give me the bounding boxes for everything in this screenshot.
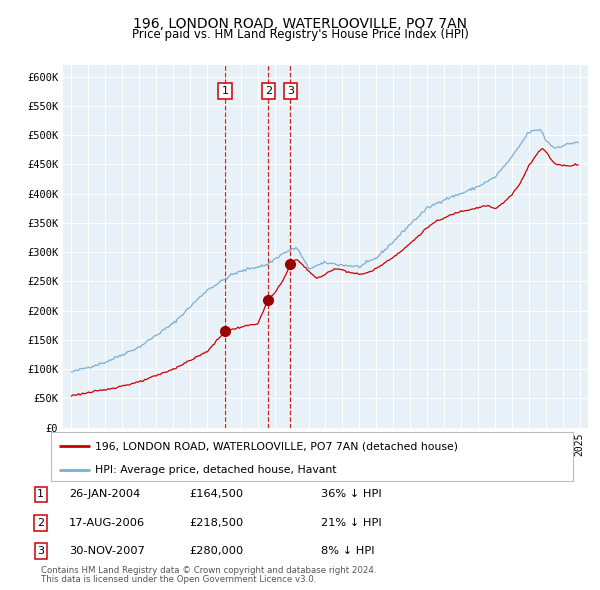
Text: £280,000: £280,000 — [189, 546, 243, 556]
Text: This data is licensed under the Open Government Licence v3.0.: This data is licensed under the Open Gov… — [41, 575, 316, 584]
Text: 8% ↓ HPI: 8% ↓ HPI — [321, 546, 374, 556]
Text: 1: 1 — [37, 490, 44, 499]
Text: 2: 2 — [37, 518, 44, 527]
Text: 3: 3 — [287, 86, 294, 96]
Text: 21% ↓ HPI: 21% ↓ HPI — [321, 518, 382, 527]
Text: 30-NOV-2007: 30-NOV-2007 — [69, 546, 145, 556]
Text: 196, LONDON ROAD, WATERLOOVILLE, PO7 7AN: 196, LONDON ROAD, WATERLOOVILLE, PO7 7AN — [133, 17, 467, 31]
Text: 2: 2 — [265, 86, 272, 96]
Text: HPI: Average price, detached house, Havant: HPI: Average price, detached house, Hava… — [95, 465, 337, 475]
Text: Contains HM Land Registry data © Crown copyright and database right 2024.: Contains HM Land Registry data © Crown c… — [41, 566, 376, 575]
Text: 17-AUG-2006: 17-AUG-2006 — [69, 518, 145, 527]
Text: £218,500: £218,500 — [189, 518, 243, 527]
Text: 196, LONDON ROAD, WATERLOOVILLE, PO7 7AN (detached house): 196, LONDON ROAD, WATERLOOVILLE, PO7 7AN… — [95, 441, 458, 451]
Text: £164,500: £164,500 — [189, 490, 243, 499]
Text: 26-JAN-2004: 26-JAN-2004 — [69, 490, 140, 499]
Text: 3: 3 — [37, 546, 44, 556]
Text: 1: 1 — [221, 86, 229, 96]
Text: 36% ↓ HPI: 36% ↓ HPI — [321, 490, 382, 499]
Text: Price paid vs. HM Land Registry's House Price Index (HPI): Price paid vs. HM Land Registry's House … — [131, 28, 469, 41]
